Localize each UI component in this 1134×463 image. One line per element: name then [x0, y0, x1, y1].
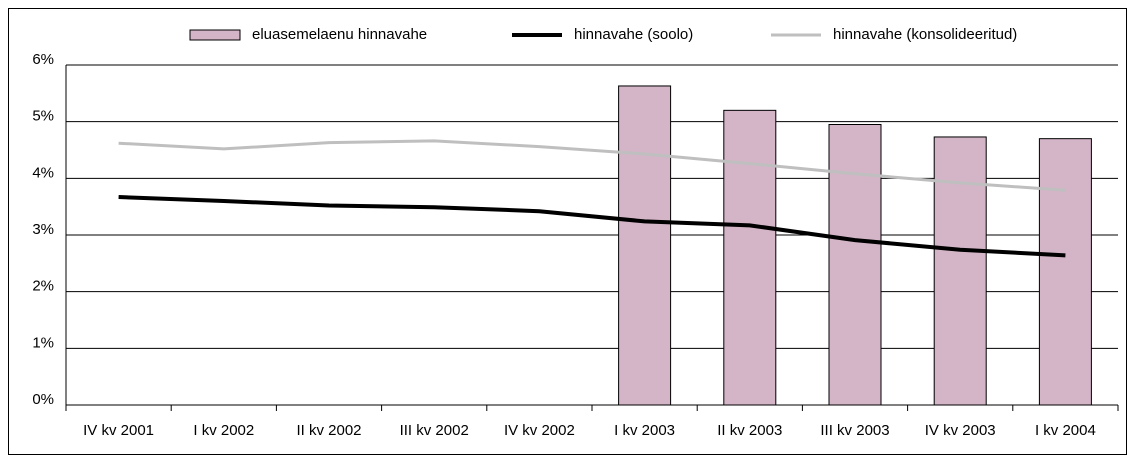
x-tick-label: IV kv 2001: [83, 422, 154, 439]
x-tick-label: I kv 2004: [1035, 422, 1096, 439]
bar: [828, 124, 882, 406]
y-tick-label: 6%: [32, 51, 54, 68]
line: [118, 195, 1066, 258]
x-tick-label: IV kv 2003: [925, 422, 996, 439]
x-tick-label: I kv 2003: [614, 422, 675, 439]
y-tick-label: 1%: [32, 334, 54, 351]
bar: [618, 85, 672, 406]
line: [118, 139, 1066, 192]
x-tick-label: II kv 2002: [296, 422, 361, 439]
bar: [1038, 138, 1092, 406]
legend-label: hinnavahe (konsolideeritud): [833, 26, 1017, 43]
x-tick-label: III kv 2003: [820, 422, 889, 439]
legend-label: eluasemelaenu hinnavahe: [252, 26, 427, 43]
y-tick-label: 0%: [32, 391, 54, 408]
legend-swatch: [189, 29, 241, 41]
y-tick-label: 2%: [32, 278, 54, 295]
legend-label: hinnavahe (soolo): [574, 26, 693, 43]
y-tick-label: 3%: [32, 221, 54, 238]
x-tick-label: IV kv 2002: [504, 422, 575, 439]
x-tick-label: I kv 2002: [193, 422, 254, 439]
y-tick-label: 4%: [32, 164, 54, 181]
x-tick-label: II kv 2003: [717, 422, 782, 439]
bar: [933, 136, 987, 406]
x-tick-label: III kv 2002: [400, 422, 469, 439]
bar: [723, 109, 777, 406]
y-tick-label: 5%: [32, 108, 54, 125]
